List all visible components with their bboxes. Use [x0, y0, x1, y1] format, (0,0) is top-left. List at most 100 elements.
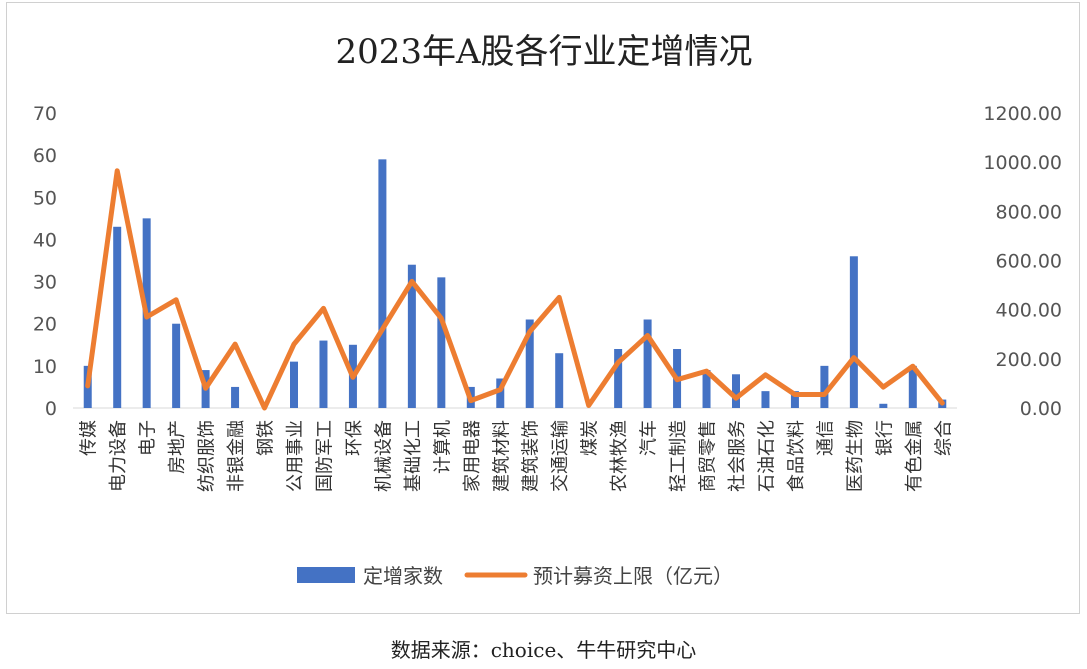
category-label: 非银金融 [226, 420, 247, 492]
left-axis-tick-label: 40 [33, 229, 57, 251]
line-series [85, 168, 945, 411]
category-label: 银行 [874, 420, 895, 456]
bar [319, 340, 328, 408]
line-point [321, 306, 325, 310]
bar [113, 226, 122, 408]
category-label: 建筑装饰 [521, 420, 542, 492]
line-point [469, 399, 473, 403]
bar [555, 353, 564, 408]
line-point [675, 378, 679, 382]
category-label: 轻工制造 [668, 420, 689, 492]
line-point [145, 315, 149, 319]
bar [790, 391, 799, 408]
left-axis-tick-label: 70 [33, 103, 57, 125]
bar [172, 323, 181, 408]
line-point [86, 384, 90, 388]
bar [849, 256, 858, 408]
bar [761, 391, 770, 408]
category-label: 通信 [815, 420, 836, 456]
category-label: 有色金属 [904, 420, 925, 492]
line-point [852, 356, 856, 360]
bar [496, 378, 505, 408]
category-label: 传媒 [79, 420, 100, 456]
line-point [940, 401, 944, 405]
line-point [587, 404, 591, 408]
category-label: 家用电器 [462, 420, 483, 492]
chart-svg: 2023年A股各行业定增情况 0 10 20 30 40 50 60 70 0.00 200.0… [33, 32, 1062, 588]
bar [908, 365, 917, 408]
category-label: 电力设备 [108, 420, 129, 492]
category-label: 公用事业 [285, 420, 306, 492]
bar [879, 403, 888, 408]
right-axis-tick-label: 0.00 [1020, 398, 1062, 420]
category-label: 建筑材料 [491, 420, 512, 492]
line-point [793, 392, 797, 396]
bar [407, 264, 416, 408]
chart-frame: 2023年A股各行业定增情况 0 10 20 30 40 50 60 70 0.00 200.0… [6, 2, 1080, 614]
line-point [881, 385, 885, 389]
line-point [174, 298, 178, 302]
legend-bar-label: 定增家数 [363, 564, 443, 588]
category-label: 医药生物 [845, 420, 866, 492]
left-axis-tick-label: 0 [45, 398, 57, 420]
category-label: 钢铁 [256, 420, 277, 456]
category-label: 国防军工 [315, 420, 336, 492]
category-label: 综合 [933, 420, 954, 456]
category-label: 农林牧渔 [609, 420, 630, 492]
bar [732, 374, 740, 408]
line-point [380, 327, 384, 331]
bar [378, 159, 387, 408]
right-axis-tick-label: 200.00 [996, 349, 1062, 371]
line-point [734, 396, 738, 400]
category-label: 电子 [138, 420, 159, 456]
right-axis-ticks: 0.00 200.00 400.00 600.00 800.00 1000.00 1200.… [983, 103, 1062, 420]
line-point [557, 295, 561, 299]
line-point [822, 392, 826, 396]
line-path [85, 168, 945, 411]
line-point [439, 316, 443, 320]
bar [643, 319, 652, 408]
category-label: 基础化工 [403, 420, 424, 492]
line-point [528, 330, 532, 334]
category-labels: 传媒 电力设备 电子 房地产 纺织服饰 非银金融 钢铁 公用事业 国防军工 环保 机械设备 基础化工计… [79, 420, 955, 492]
line-point [498, 388, 502, 392]
category-label: 机械设备 [373, 420, 394, 492]
legend-bar-swatch [297, 567, 355, 583]
bar-series [83, 159, 947, 408]
line-point [911, 364, 915, 368]
category-label: 纺织服饰 [197, 420, 218, 492]
category-label: 石油石化 [757, 420, 778, 492]
category-label: 房地产 [167, 420, 188, 474]
left-axis-tick-label: 10 [33, 356, 57, 378]
category-label: 环保 [344, 420, 365, 456]
left-axis-tick-label: 20 [33, 314, 57, 336]
right-axis-tick-label: 600.00 [996, 251, 1062, 273]
category-label: 食品饮料 [786, 420, 807, 492]
line-point [115, 169, 119, 173]
line-point [616, 361, 620, 365]
bar [290, 361, 298, 408]
line-point [263, 406, 267, 410]
bar [525, 319, 534, 408]
line-point [204, 386, 208, 390]
bar [231, 386, 240, 408]
legend: 定增家数 预计募资上限（亿元） [297, 564, 733, 588]
category-label: 计算机 [432, 420, 453, 474]
category-label: 煤炭 [580, 420, 601, 456]
right-axis-tick-label: 1000.00 [983, 152, 1062, 174]
right-axis-tick-label: 1200.00 [983, 103, 1062, 125]
line-point [646, 333, 650, 337]
line-point [763, 373, 767, 377]
line-point [351, 375, 355, 379]
bar [820, 365, 829, 408]
category-label: 社会服务 [727, 420, 748, 492]
left-axis-tick-label: 50 [33, 187, 57, 209]
category-label: 汽车 [639, 420, 660, 456]
line-point [233, 342, 237, 346]
line-point [410, 279, 414, 283]
bar [437, 277, 446, 408]
right-axis-tick-label: 400.00 [996, 300, 1062, 322]
bar [614, 349, 623, 408]
left-axis-tick-label: 60 [33, 145, 57, 167]
left-axis-tick-label: 30 [33, 272, 57, 294]
